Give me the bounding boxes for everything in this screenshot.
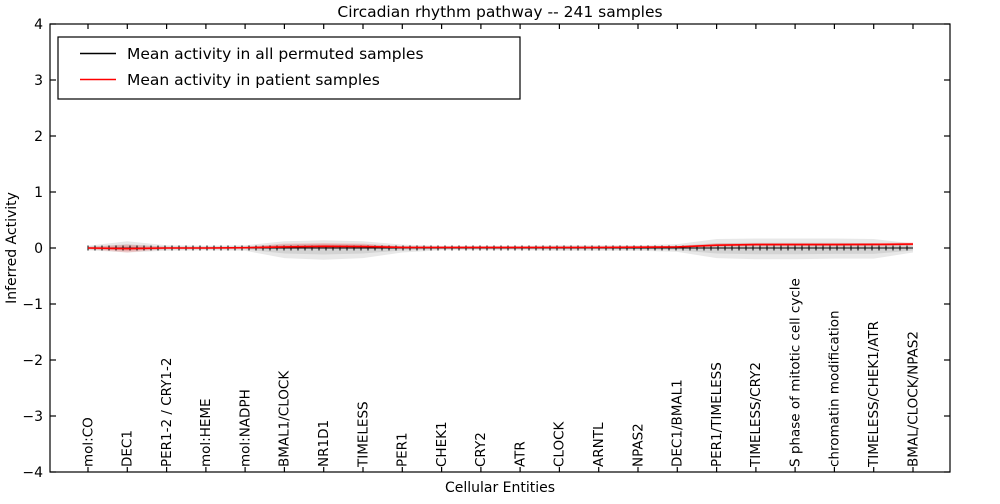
- legend-label-patient-samples: Mean activity in patient samples: [127, 71, 380, 89]
- x-tick-label: CRY2: [473, 432, 489, 467]
- legend: Mean activity in all permuted samples Me…: [57, 36, 521, 100]
- y-tick-label: 2: [34, 129, 43, 145]
- x-axis-title: Cellular Entities: [445, 480, 555, 496]
- x-tick-label: PER1-2 / CRY1-2: [159, 358, 175, 467]
- legend-label-permuted-samples: Mean activity in all permuted samples: [127, 45, 424, 63]
- x-tick-label: TIMELESS/CHEK1/ATR: [866, 321, 882, 468]
- x-tick-label: BMAL/CLOCK/NPAS2: [905, 331, 921, 467]
- y-tick-label: 4: [34, 17, 43, 33]
- y-tick-label: −4: [22, 465, 43, 481]
- x-tick-label: PER1/TIMELESS: [709, 362, 725, 467]
- y-tick-label: −1: [22, 297, 43, 313]
- x-tick-label: BMAL1/CLOCK: [277, 370, 293, 467]
- x-tick-label: NPAS2: [630, 423, 646, 467]
- x-tick-label: ATR: [512, 441, 528, 467]
- x-tick-label: TIMELESS/CRY2: [748, 362, 764, 468]
- x-tick-label: DEC1/BMAL1: [670, 379, 686, 467]
- y-tick-label: 3: [34, 73, 43, 89]
- x-tick-label: mol:NADPH: [237, 389, 253, 467]
- plot-area: −4 −3 −2 −1 0 1 2 3 4 mol:CO DEC1 PER1-2 / CRY1-2 mo…: [22, 17, 950, 481]
- x-tick-label: CHEK1: [434, 421, 450, 467]
- y-tick-label: 1: [34, 185, 43, 201]
- x-tick-label: ARNTL: [591, 422, 607, 467]
- x-tick-label: PER1: [395, 432, 411, 467]
- chart-title: Circadian rhythm pathway -- 241 samples: [337, 3, 662, 21]
- legend-box: [57, 36, 521, 100]
- plot-border: [49, 23, 951, 473]
- y-tick-label: 0: [34, 241, 43, 257]
- y-tick-label: −3: [22, 409, 43, 425]
- x-tick-label: mol:HEME: [198, 398, 214, 467]
- x-tick-label: S phase of mitotic cell cycle: [787, 278, 803, 467]
- x-tick-label: chromatin modification: [827, 310, 843, 467]
- x-tick-label: TIMELESS: [355, 401, 371, 468]
- x-tick-label: NR1D1: [316, 420, 332, 467]
- y-tick-label: −2: [22, 353, 43, 369]
- y-axis-title: Inferred Activity: [4, 192, 20, 304]
- x-tick-label: mol:CO: [80, 417, 96, 467]
- x-tick-label: CLOCK: [552, 420, 568, 467]
- patient-mean-line: [87, 243, 914, 250]
- x-tick-label: DEC1: [120, 430, 136, 467]
